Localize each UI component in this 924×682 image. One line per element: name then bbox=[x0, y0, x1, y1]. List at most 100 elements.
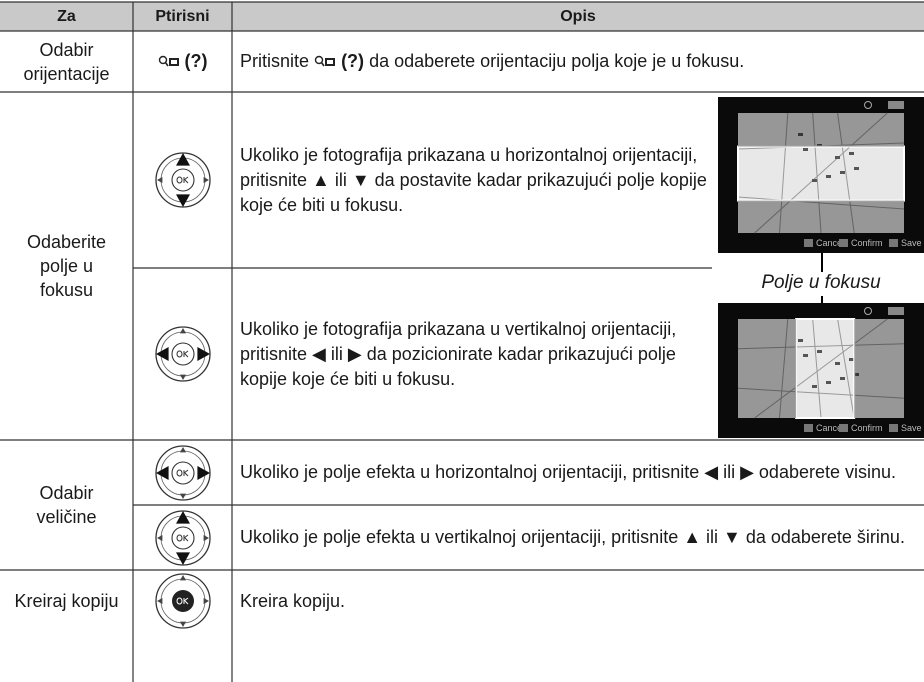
cell-description: Ukoliko je fotografija prikazana u verti… bbox=[240, 268, 702, 440]
cell-label: Kreiraj kopiju bbox=[14, 591, 119, 611]
text: (?) bbox=[341, 51, 365, 71]
dial-arrow bbox=[196, 347, 210, 361]
dial-ok bbox=[176, 534, 188, 541]
cell-description: Kreira kopiju. bbox=[240, 570, 910, 632]
map-road bbox=[812, 112, 822, 234]
dial-ok bbox=[176, 350, 188, 358]
map-car bbox=[854, 373, 859, 376]
cell-label: Odabir veličine bbox=[0, 440, 133, 570]
graphic bbox=[154, 573, 211, 629]
map-car bbox=[803, 354, 808, 357]
map-car bbox=[826, 381, 831, 384]
map-car bbox=[798, 133, 803, 136]
dial-arrow bbox=[179, 621, 186, 627]
dial-arrow bbox=[156, 177, 162, 183]
icon-part bbox=[158, 55, 167, 64]
dial-arrow bbox=[203, 534, 209, 541]
text: Kreira kopiju. bbox=[240, 590, 346, 611]
zoom-icon bbox=[158, 55, 180, 69]
dial-arrow bbox=[175, 153, 190, 166]
button-glyph bbox=[889, 239, 898, 247]
cell-description: Pritisnite (?) da odaberete orijentaciju… bbox=[240, 31, 920, 92]
text: Ukoliko je polje efekta u vertikalnoj or… bbox=[240, 527, 905, 547]
map-road bbox=[737, 343, 905, 350]
header-cell: Za bbox=[57, 7, 76, 25]
dial-arrow bbox=[179, 493, 186, 499]
status-icon bbox=[888, 307, 904, 315]
camera-screen: Cancel Confirm Save bbox=[718, 303, 924, 438]
image-caption: Polje u fokusu bbox=[718, 272, 924, 294]
graphic: Cancel Confirm Save bbox=[718, 97, 924, 253]
graphic bbox=[158, 55, 179, 66]
dial-arrow bbox=[156, 534, 162, 541]
button-glyph bbox=[839, 239, 848, 247]
dial-arrow bbox=[175, 194, 190, 207]
button-glyph bbox=[889, 424, 898, 432]
dial-arrow bbox=[179, 374, 186, 380]
dial-arrow bbox=[203, 177, 209, 183]
zoom-icon bbox=[314, 55, 336, 69]
dial-arrow bbox=[179, 328, 186, 334]
map-road bbox=[837, 112, 855, 234]
dial-arrow bbox=[155, 347, 169, 361]
graphic bbox=[314, 55, 336, 66]
camera-screen: Cancel Confirm Save bbox=[718, 97, 924, 253]
button-glyph bbox=[804, 424, 813, 432]
map-car bbox=[812, 179, 817, 182]
dial-ok bbox=[176, 469, 188, 476]
icon-part bbox=[170, 59, 177, 64]
cell-button bbox=[133, 440, 232, 505]
dial-arrow bbox=[203, 598, 209, 604]
dial-center bbox=[171, 590, 194, 612]
map-car bbox=[835, 362, 840, 365]
map-road bbox=[737, 196, 905, 210]
cell-label: Odabir orijentacije bbox=[23, 39, 110, 84]
shade bbox=[738, 319, 797, 418]
shade bbox=[738, 113, 904, 147]
dial-arrow bbox=[196, 465, 210, 480]
multi-selector bbox=[154, 509, 212, 567]
focus-frame bbox=[737, 145, 905, 202]
map-car bbox=[849, 358, 854, 361]
graphic: Cancel Confirm Save bbox=[718, 303, 924, 438]
map-car bbox=[840, 377, 845, 380]
shade bbox=[738, 200, 904, 233]
dial-arrow bbox=[175, 510, 190, 524]
map-road bbox=[779, 318, 789, 419]
dial-center bbox=[170, 525, 195, 550]
screen-label: Save bbox=[901, 238, 922, 248]
graphic bbox=[154, 509, 211, 566]
dial-arrow bbox=[155, 465, 169, 480]
cell-button bbox=[133, 92, 232, 268]
map-car bbox=[840, 171, 845, 174]
screen-label: Cancel bbox=[816, 423, 844, 433]
header-cell: Opis bbox=[560, 7, 596, 25]
text: Ukoliko je fotografija prikazana u horiz… bbox=[240, 144, 707, 215]
text: Ukoliko je polje efekta u horizontalnoj … bbox=[240, 462, 897, 482]
icon-part bbox=[320, 61, 325, 66]
cell-button bbox=[133, 505, 232, 570]
map-car bbox=[817, 350, 822, 353]
graphic bbox=[154, 326, 211, 382]
status-icon bbox=[864, 307, 872, 315]
map-car bbox=[812, 385, 817, 388]
map-road bbox=[837, 318, 855, 419]
cell-button bbox=[133, 570, 232, 632]
cell-label: Odaberite polje u fokusu bbox=[0, 92, 133, 440]
dial-ok bbox=[176, 176, 188, 184]
map-car bbox=[835, 156, 840, 159]
map-road bbox=[737, 387, 905, 399]
multi-selector bbox=[154, 572, 212, 630]
status-icon bbox=[864, 101, 872, 109]
map-car bbox=[826, 175, 831, 178]
header-background bbox=[0, 2, 924, 31]
status-icon bbox=[888, 101, 904, 109]
text: Pritisnite bbox=[240, 51, 310, 71]
text: Ukoliko je fotografija prikazana u verti… bbox=[240, 318, 677, 389]
map-road bbox=[754, 112, 888, 234]
text: Odabir veličine bbox=[36, 483, 97, 527]
dial-arrow bbox=[156, 598, 162, 604]
cell-button: (?) bbox=[133, 31, 232, 92]
icon-part bbox=[164, 61, 169, 66]
